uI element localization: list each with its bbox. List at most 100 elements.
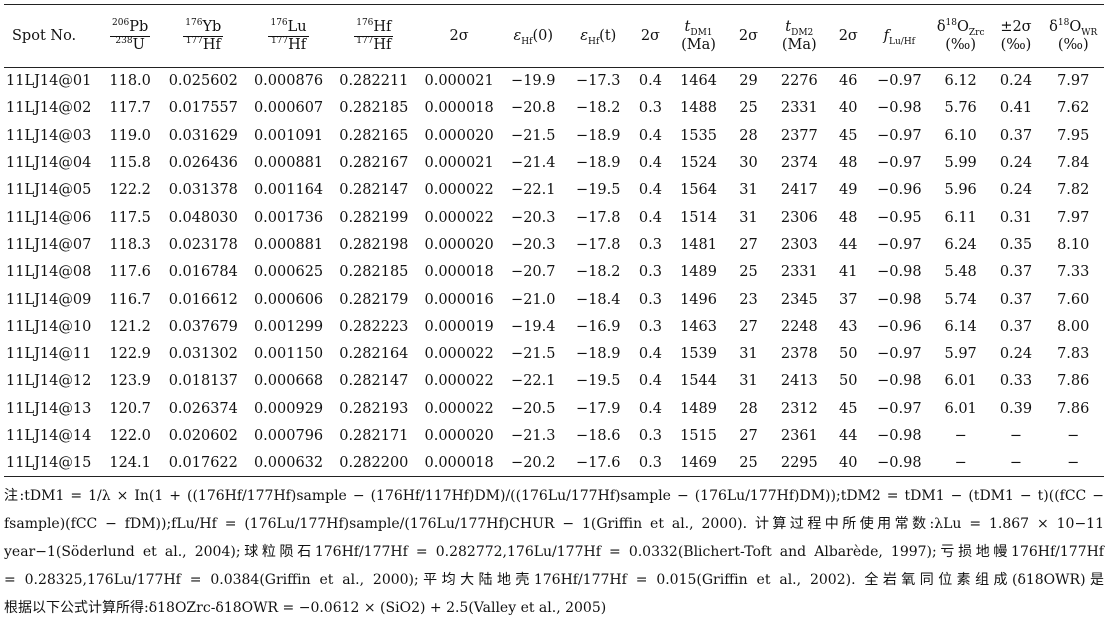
value-cell: −19.4 — [511, 318, 556, 335]
value-cell: 116.7 — [109, 291, 151, 308]
value-cell: 0.3 — [638, 100, 662, 117]
value-cell: 0.4 — [638, 155, 662, 172]
header-2sigma-ehf: 2σ — [640, 28, 660, 44]
value-cell: 0.000018 — [424, 100, 494, 117]
spot-id-cell: 11LJ14@07 — [6, 236, 92, 253]
value-cell: 28 — [739, 127, 758, 144]
value-cell: − — [1067, 428, 1080, 444]
value-cell: 7.62 — [1057, 100, 1090, 117]
value-cell: 0.282167 — [339, 155, 409, 172]
value-cell: 0.000632 — [253, 455, 324, 472]
value-cell: 0.000016 — [424, 291, 494, 308]
value-cell: 121.2 — [109, 318, 151, 335]
value-cell: − — [954, 455, 967, 472]
value-cell: 0.4 — [638, 373, 662, 390]
value-cell: 122.2 — [109, 182, 151, 199]
value-cell: 1481 — [680, 236, 717, 253]
value-cell: 1535 — [680, 127, 717, 144]
value-cell: 2361 — [780, 428, 818, 444]
value-cell: −18.9 — [576, 127, 621, 144]
value-cell: 0.4 — [638, 209, 662, 226]
value-cell: 7.95 — [1057, 127, 1090, 144]
value-cell: 27 — [739, 428, 758, 444]
value-cell: −21.3 — [511, 428, 556, 444]
value-cell: 0.026436 — [168, 155, 238, 172]
value-cell: −17.8 — [576, 236, 621, 253]
table-row: 11LJ14@07 118.3 0.023178 0.000881 0.282198 0.… — [4, 231, 1104, 258]
note-line: fsample)(fCC − fDM));fLu/Hf = (176Lu/177… — [4, 516, 1104, 532]
header-pb-u-ratio: 206Pb 238U — [110, 17, 151, 53]
value-cell: −17.8 — [576, 209, 621, 226]
header-2sigma-tdm1: 2σ — [738, 28, 758, 44]
value-cell: − — [954, 428, 967, 444]
value-cell: 0.4 — [638, 400, 662, 417]
spot-id-cell: 11LJ14@04 — [6, 155, 92, 172]
value-cell: 0.37 — [999, 291, 1033, 308]
table-row: 11LJ14@08 117.6 0.016784 0.000625 0.282185 0.… — [4, 259, 1104, 286]
value-cell: 0.282198 — [339, 236, 409, 253]
value-cell: −0.98 — [877, 455, 922, 472]
value-cell: 0.048030 — [168, 209, 238, 226]
value-cell: 31 — [739, 182, 758, 199]
value-cell: 2417 — [780, 182, 818, 199]
spot-id-cell: 11LJ14@10 — [6, 318, 92, 335]
value-cell: 0.000668 — [253, 373, 324, 390]
value-cell: −20.7 — [511, 264, 556, 281]
value-cell: 0.3 — [638, 318, 662, 335]
value-cell: 0.282147 — [339, 373, 409, 390]
value-cell: 44 — [839, 428, 858, 444]
value-cell: 5.97 — [944, 346, 977, 363]
spot-id-cell: 11LJ14@06 — [6, 209, 92, 226]
value-cell: 0.000020 — [424, 127, 494, 144]
value-cell: 6.01 — [944, 373, 977, 390]
value-cell: 45 — [839, 400, 858, 417]
value-cell: 0.282211 — [339, 73, 409, 90]
value-cell: 1469 — [680, 455, 717, 472]
value-cell: 0.026374 — [168, 400, 238, 417]
value-cell: 0.282200 — [339, 455, 409, 472]
spot-id-cell: 11LJ14@12 — [6, 373, 92, 390]
value-cell: 2276 — [780, 73, 818, 90]
table-row: 11LJ14@06 117.5 0.048030 0.001736 0.282199 0.… — [4, 204, 1104, 231]
value-cell: 0.000929 — [253, 400, 324, 417]
value-cell: 7.83 — [1057, 346, 1090, 363]
header-d18o-wr: δ18OWR (‰) — [1049, 18, 1098, 53]
table-row: 11LJ14@12 123.9 0.018137 0.000668 0.282147 0.… — [4, 368, 1104, 395]
value-cell: 0.016612 — [168, 291, 238, 308]
value-cell: 117.7 — [109, 100, 151, 117]
value-cell: 48 — [839, 209, 858, 226]
header-lu-hf-ratio: 176Lu 177Hf — [268, 17, 309, 53]
value-cell: 37 — [839, 291, 858, 308]
value-cell: 118.3 — [109, 236, 151, 253]
value-cell: 0.000876 — [253, 73, 324, 90]
value-cell: 1489 — [680, 264, 717, 281]
value-cell: − — [1067, 455, 1080, 472]
value-cell: 27 — [739, 236, 758, 253]
spot-id-cell: 11LJ14@01 — [6, 73, 92, 90]
value-cell: 49 — [839, 182, 858, 199]
value-cell: −17.3 — [576, 73, 621, 90]
value-cell: 6.10 — [944, 127, 977, 144]
value-cell: −19.5 — [576, 373, 621, 390]
value-cell: −0.98 — [877, 264, 922, 281]
value-cell: 0.3 — [638, 236, 662, 253]
value-cell: 0.000022 — [424, 346, 494, 363]
value-cell: 124.1 — [109, 455, 151, 472]
value-cell: 0.000018 — [424, 455, 494, 472]
table-row: 11LJ14@11 122.9 0.031302 0.001150 0.282164 0.… — [4, 340, 1104, 367]
table-row: 11LJ14@15 124.1 0.017622 0.000632 0.282200 0.… — [4, 450, 1104, 477]
value-cell: 7.60 — [1057, 291, 1090, 308]
value-cell: 0.282185 — [339, 100, 409, 117]
value-cell: 0.001164 — [253, 182, 324, 199]
value-cell: 0.282147 — [339, 182, 409, 199]
value-cell: 5.76 — [944, 100, 977, 117]
value-cell: 25 — [739, 455, 758, 472]
value-cell: 23 — [739, 291, 758, 308]
value-cell: 117.5 — [109, 209, 151, 226]
value-cell: 7.33 — [1057, 264, 1090, 281]
value-cell: 50 — [839, 373, 858, 390]
spot-id-cell: 11LJ14@03 — [6, 127, 92, 144]
value-cell: −22.1 — [511, 373, 556, 390]
value-cell: −20.2 — [511, 455, 556, 472]
value-cell: −20.3 — [511, 209, 556, 226]
